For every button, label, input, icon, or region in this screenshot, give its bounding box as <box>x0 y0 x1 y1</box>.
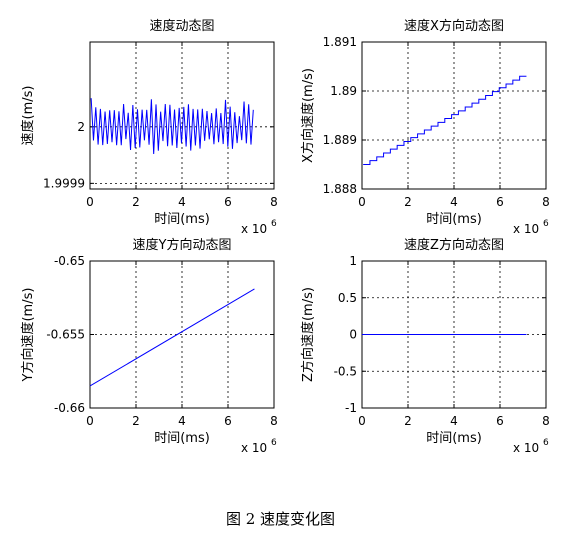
x-tick-label: 8 <box>542 414 550 428</box>
subplot-title: 速度动态图 <box>149 18 214 34</box>
x-tick-label: 2 <box>132 414 140 428</box>
y-tick-label: 1 <box>349 254 357 268</box>
x-tick-label: 0 <box>86 195 94 209</box>
y-tick-label: 1.89 <box>330 84 357 98</box>
x-tick-label: 0 <box>358 195 366 209</box>
x-axis-label: 时间(ms) <box>154 431 210 446</box>
x-axis-label: 时间(ms) <box>154 212 210 227</box>
series-line <box>90 98 254 154</box>
x-exponent-label: x 10 <box>241 222 267 236</box>
y-tick-label: 1.889 <box>323 133 357 147</box>
x-exponent-power: 6 <box>543 219 549 229</box>
y-tick-label: 0.5 <box>338 291 357 305</box>
series-line <box>89 288 255 387</box>
x-exponent-label: x 10 <box>241 441 267 455</box>
y-tick-label: -0.66 <box>54 401 85 415</box>
x-tick-label: 4 <box>450 195 458 209</box>
subplot-title: 速度Y方向动态图 <box>133 237 232 253</box>
x-exponent-label: x 10 <box>513 441 539 455</box>
x-tick-label: 8 <box>270 195 278 209</box>
x-exponent-power: 6 <box>271 219 277 229</box>
x-exponent-power: 6 <box>543 438 549 448</box>
y-axis-label: 速度(m/s) <box>20 86 36 146</box>
x-tick-label: 6 <box>496 414 504 428</box>
x-tick-label: 6 <box>224 195 232 209</box>
y-tick-label: 1.888 <box>323 182 357 196</box>
series-line <box>363 75 527 165</box>
x-tick-label: 4 <box>450 414 458 428</box>
x-exponent-label: x 10 <box>513 222 539 236</box>
x-axis-label: 时间(ms) <box>426 431 482 446</box>
y-tick-label: 2 <box>77 120 85 134</box>
y-tick-label: -0.655 <box>46 328 85 342</box>
x-tick-label: 8 <box>542 195 550 209</box>
x-tick-label: 0 <box>358 414 366 428</box>
x-tick-label: 4 <box>178 414 186 428</box>
y-tick-label: 1.891 <box>323 35 357 49</box>
x-tick-label: 4 <box>178 195 186 209</box>
x-tick-label: 2 <box>132 195 140 209</box>
x-exponent-power: 6 <box>271 438 277 448</box>
x-tick-label: 6 <box>224 414 232 428</box>
figure-caption: 图 2 速度变化图 <box>225 510 336 528</box>
x-tick-label: 2 <box>404 195 412 209</box>
subplot-title: 速度Z方向动态图 <box>404 237 504 253</box>
x-tick-label: 6 <box>496 195 504 209</box>
y-axis-label: Z方向速度(m/s) <box>300 287 316 382</box>
y-tick-label: 1.9999 <box>43 176 85 190</box>
y-tick-label: -1 <box>345 401 357 415</box>
axes-box <box>361 41 547 190</box>
y-tick-label: -0.5 <box>334 364 357 378</box>
y-axis-label: Y方向速度(m/s) <box>20 288 36 383</box>
x-tick-label: 2 <box>404 414 412 428</box>
y-axis-label: X方向速度(m/s) <box>300 68 316 163</box>
y-tick-label: 0 <box>349 328 357 342</box>
x-axis-label: 时间(ms) <box>426 212 482 227</box>
y-tick-label: -0.65 <box>54 254 85 268</box>
subplot-title: 速度X方向动态图 <box>404 18 504 34</box>
x-tick-label: 8 <box>270 414 278 428</box>
x-tick-label: 0 <box>86 414 94 428</box>
axes-box <box>89 41 275 190</box>
